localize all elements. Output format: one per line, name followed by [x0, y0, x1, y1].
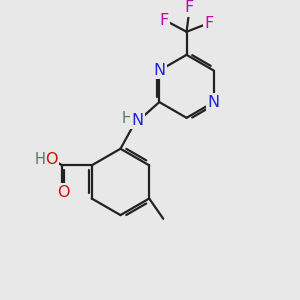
Text: F: F [204, 16, 214, 32]
Text: H: H [34, 152, 45, 166]
Text: H: H [121, 111, 132, 126]
Text: F: F [159, 13, 169, 28]
Text: O: O [57, 184, 69, 200]
Text: N: N [153, 63, 165, 78]
Text: O: O [45, 152, 58, 166]
Text: N: N [131, 112, 143, 128]
Text: F: F [185, 0, 194, 14]
Text: N: N [208, 94, 220, 110]
